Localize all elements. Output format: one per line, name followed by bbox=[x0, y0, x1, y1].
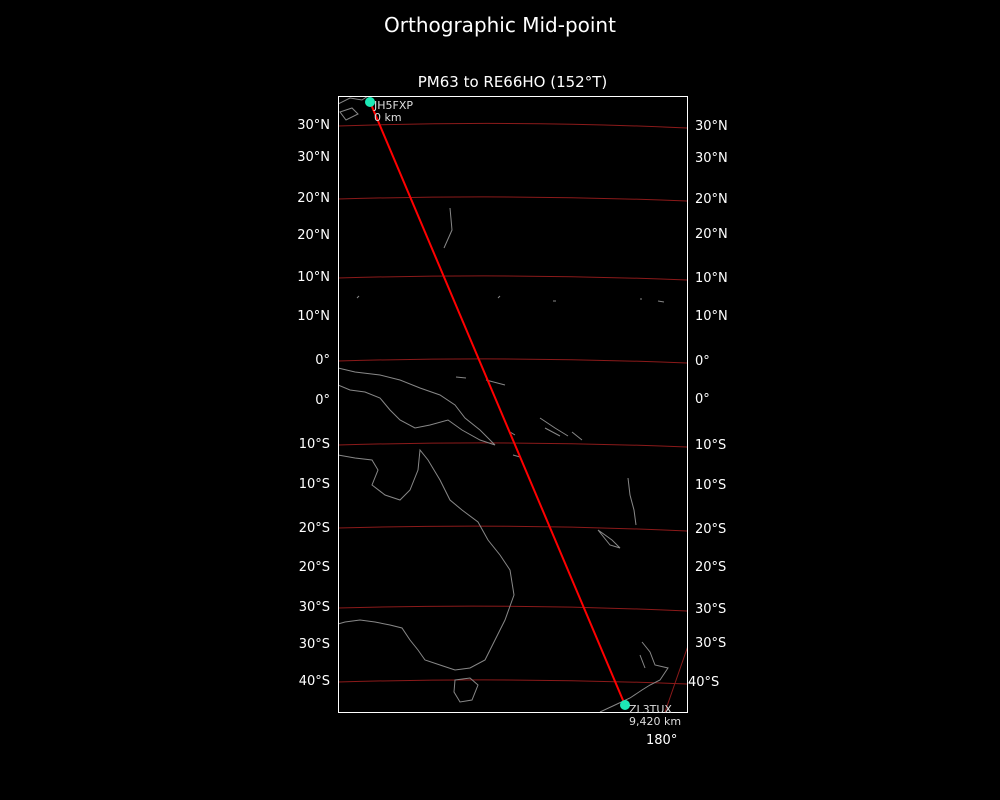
lat-label-left: 30°N bbox=[297, 118, 330, 133]
coast-islands bbox=[356, 207, 665, 458]
end-marker[interactable] bbox=[620, 700, 630, 710]
lat-label-right: 10°S bbox=[695, 438, 727, 453]
lat-line bbox=[338, 122, 687, 129]
lat-label-right: 10°S bbox=[695, 478, 727, 493]
figure-title: Orthographic Mid-point bbox=[384, 13, 616, 37]
lat-label-right: 20°N bbox=[695, 192, 728, 207]
coast-japan bbox=[338, 96, 369, 121]
lat-label-right: 0° bbox=[695, 392, 710, 407]
lat-label-left: 40°S bbox=[298, 674, 330, 689]
start-call: JH5FXP bbox=[374, 99, 414, 112]
lat-label-right: 30°N bbox=[695, 119, 728, 134]
map-frame bbox=[338, 96, 688, 713]
start-marker[interactable] bbox=[365, 97, 375, 107]
coastlines bbox=[338, 96, 669, 712]
coast-australia bbox=[338, 448, 515, 671]
lat-label-right: 20°N bbox=[695, 227, 728, 242]
coast-new-zealand bbox=[599, 641, 669, 712]
lat-label-right: 10°N bbox=[695, 271, 728, 286]
lat-label-right: 20°S bbox=[695, 522, 727, 537]
lat-label-left: 30°N bbox=[297, 150, 330, 165]
great-circle-path bbox=[369, 101, 626, 706]
lat-label-left: 0° bbox=[315, 393, 330, 408]
start-label: JH5FXP 0 km bbox=[374, 100, 413, 124]
lat-line bbox=[338, 442, 687, 448]
lat-label-left: 10°S bbox=[298, 437, 330, 452]
lat-line bbox=[338, 525, 687, 532]
lat-label-left: 30°S bbox=[298, 600, 330, 615]
coast-new-guinea bbox=[338, 367, 496, 446]
lat-line bbox=[338, 605, 687, 612]
lat-label-left: 10°N bbox=[297, 309, 330, 324]
lon-label: 180° bbox=[646, 733, 678, 748]
lat-label-right: 30°N bbox=[695, 151, 728, 166]
coast-vanuatu bbox=[627, 477, 637, 526]
lat-line bbox=[338, 196, 687, 202]
lat-label-right: 20°S bbox=[695, 560, 727, 575]
lat-label-right: 40°S bbox=[688, 675, 720, 690]
graticule bbox=[338, 122, 687, 712]
lat-line bbox=[338, 275, 687, 281]
lat-label-right: 10°N bbox=[695, 309, 728, 324]
lat-label-left: 20°S bbox=[298, 521, 330, 536]
lat-label-right: 30°S bbox=[695, 602, 727, 617]
end-distance: 9,420 km bbox=[629, 715, 682, 728]
lat-label-right: 30°S bbox=[695, 636, 727, 651]
lat-label-left: 10°S bbox=[298, 477, 330, 492]
start-distance: 0 km bbox=[374, 111, 402, 124]
lat-label-left: 20°N bbox=[297, 191, 330, 206]
lat-line bbox=[338, 679, 687, 685]
coast-new-caledonia bbox=[597, 529, 621, 549]
coast-tasmania bbox=[453, 677, 479, 703]
lat-line bbox=[338, 358, 687, 364]
lat-label-left: 20°S bbox=[298, 560, 330, 575]
lat-label-left: 10°N bbox=[297, 270, 330, 285]
map-subtitle: PM63 to RE66HO (152°T) bbox=[417, 73, 608, 91]
meridian-180 bbox=[664, 647, 687, 712]
lat-label-left: 30°S bbox=[298, 637, 330, 652]
lat-label-left: 20°N bbox=[297, 228, 330, 243]
lat-label-left: 0° bbox=[315, 353, 330, 368]
end-label: ZL3TUX 9,420 km bbox=[629, 704, 681, 728]
coast-solomon bbox=[539, 417, 583, 441]
end-call: ZL3TUX bbox=[629, 703, 672, 716]
lat-label-right: 0° bbox=[695, 354, 710, 369]
